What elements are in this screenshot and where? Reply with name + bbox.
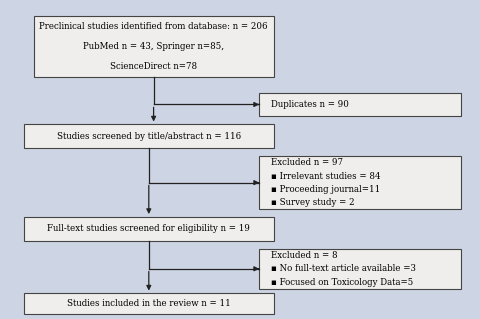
FancyBboxPatch shape — [259, 249, 461, 289]
FancyBboxPatch shape — [34, 16, 274, 77]
Text: Full-text studies screened for eligibility n = 19: Full-text studies screened for eligibili… — [48, 224, 250, 234]
Text: Studies screened by title/abstract n = 116: Studies screened by title/abstract n = 1… — [57, 132, 241, 141]
FancyBboxPatch shape — [24, 217, 274, 241]
Text: ScienceDirect n=78: ScienceDirect n=78 — [110, 62, 197, 71]
FancyBboxPatch shape — [259, 156, 461, 209]
Text: Excluded n = 8: Excluded n = 8 — [271, 251, 338, 260]
Text: PubMed n = 43, Springer n=85,: PubMed n = 43, Springer n=85, — [83, 42, 224, 51]
Text: Duplicates n = 90: Duplicates n = 90 — [271, 100, 349, 109]
Text: ▪ Focused on Toxicology Data=5: ▪ Focused on Toxicology Data=5 — [271, 278, 413, 286]
Text: Preclinical studies identified from database: n = 206: Preclinical studies identified from data… — [39, 22, 268, 31]
FancyBboxPatch shape — [24, 293, 274, 314]
Text: ▪ Proceeding journal=11: ▪ Proceeding journal=11 — [271, 185, 381, 194]
FancyBboxPatch shape — [259, 93, 461, 116]
Text: ▪ Survey study = 2: ▪ Survey study = 2 — [271, 198, 355, 207]
Text: ▪ Irrelevant studies = 84: ▪ Irrelevant studies = 84 — [271, 172, 381, 181]
Text: Excluded n = 97: Excluded n = 97 — [271, 159, 343, 167]
FancyBboxPatch shape — [24, 124, 274, 148]
Text: ▪ No full-text article available =3: ▪ No full-text article available =3 — [271, 264, 416, 273]
Text: Studies included in the review n = 11: Studies included in the review n = 11 — [67, 299, 231, 308]
